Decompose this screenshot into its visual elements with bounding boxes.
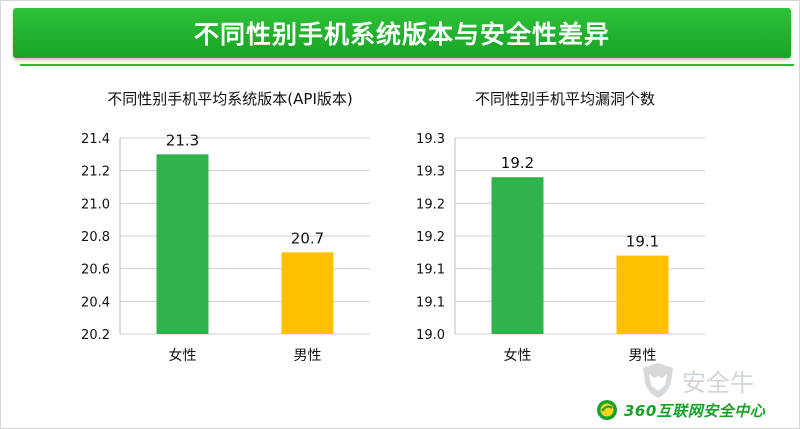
x-category-label: 男性: [629, 348, 657, 364]
watermark-text: 安全牛: [682, 368, 754, 397]
y-tick-label: 20.4: [81, 295, 110, 310]
watermark: 安全牛: [640, 360, 790, 400]
title-banner: 不同性别手机系统版本与安全性差异: [13, 8, 791, 58]
data-label: 19.1: [626, 233, 659, 251]
chart-vulnerabilities-plot: 19.0 19.1 19.1 19.2 19.2 19.3 19.3 19.2 女性 19.1 男性: [416, 132, 705, 364]
y-tick-label: 20.6: [81, 263, 110, 278]
footer-logo-text: 360互联网安全中心: [624, 401, 766, 420]
bar: [281, 252, 334, 334]
x-category-label: 男性: [294, 348, 322, 364]
bar: [616, 255, 669, 334]
y-tick-label: 19.3: [416, 132, 445, 147]
y-tick-label: 21.4: [81, 132, 110, 147]
360-logo-icon: [597, 400, 617, 420]
y-tick-label: 21.0: [81, 197, 110, 212]
footer-logo: 360互联网安全中心: [596, 398, 796, 422]
y-tick-label: 19.1: [416, 263, 445, 278]
y-tick-label: 19.2: [416, 197, 445, 212]
y-tick-label: 19.1: [416, 295, 445, 310]
chart-title: 不同性别手机平均漏洞个数: [474, 90, 655, 108]
chart-os-version-plot: 20.2 20.4 20.6 20.8 21.0 21.2 21.4 21.3 女性 20.7 男性: [81, 131, 370, 364]
y-tick-label: 19.3: [416, 165, 445, 180]
y-tick-label: 19.0: [416, 328, 445, 343]
chart-title: 不同性别手机平均系统版本(API版本): [107, 90, 353, 108]
y-tick-label: 19.2: [416, 230, 445, 245]
data-label: 19.2: [501, 154, 534, 172]
y-tick-label: 20.8: [81, 230, 110, 245]
y-tick-label: 21.2: [81, 165, 110, 180]
bar: [156, 154, 209, 334]
x-category-label: 女性: [169, 347, 197, 364]
data-label: 21.3: [166, 131, 199, 149]
y-tick-label: 20.2: [81, 328, 110, 343]
banner-divider: [20, 64, 794, 66]
page-title: 不同性别手机系统版本与安全性差异: [193, 20, 610, 49]
x-category-label: 女性: [504, 347, 532, 364]
bull-shield-icon: [643, 363, 673, 398]
data-label: 20.7: [291, 229, 324, 247]
bar: [491, 177, 544, 334]
